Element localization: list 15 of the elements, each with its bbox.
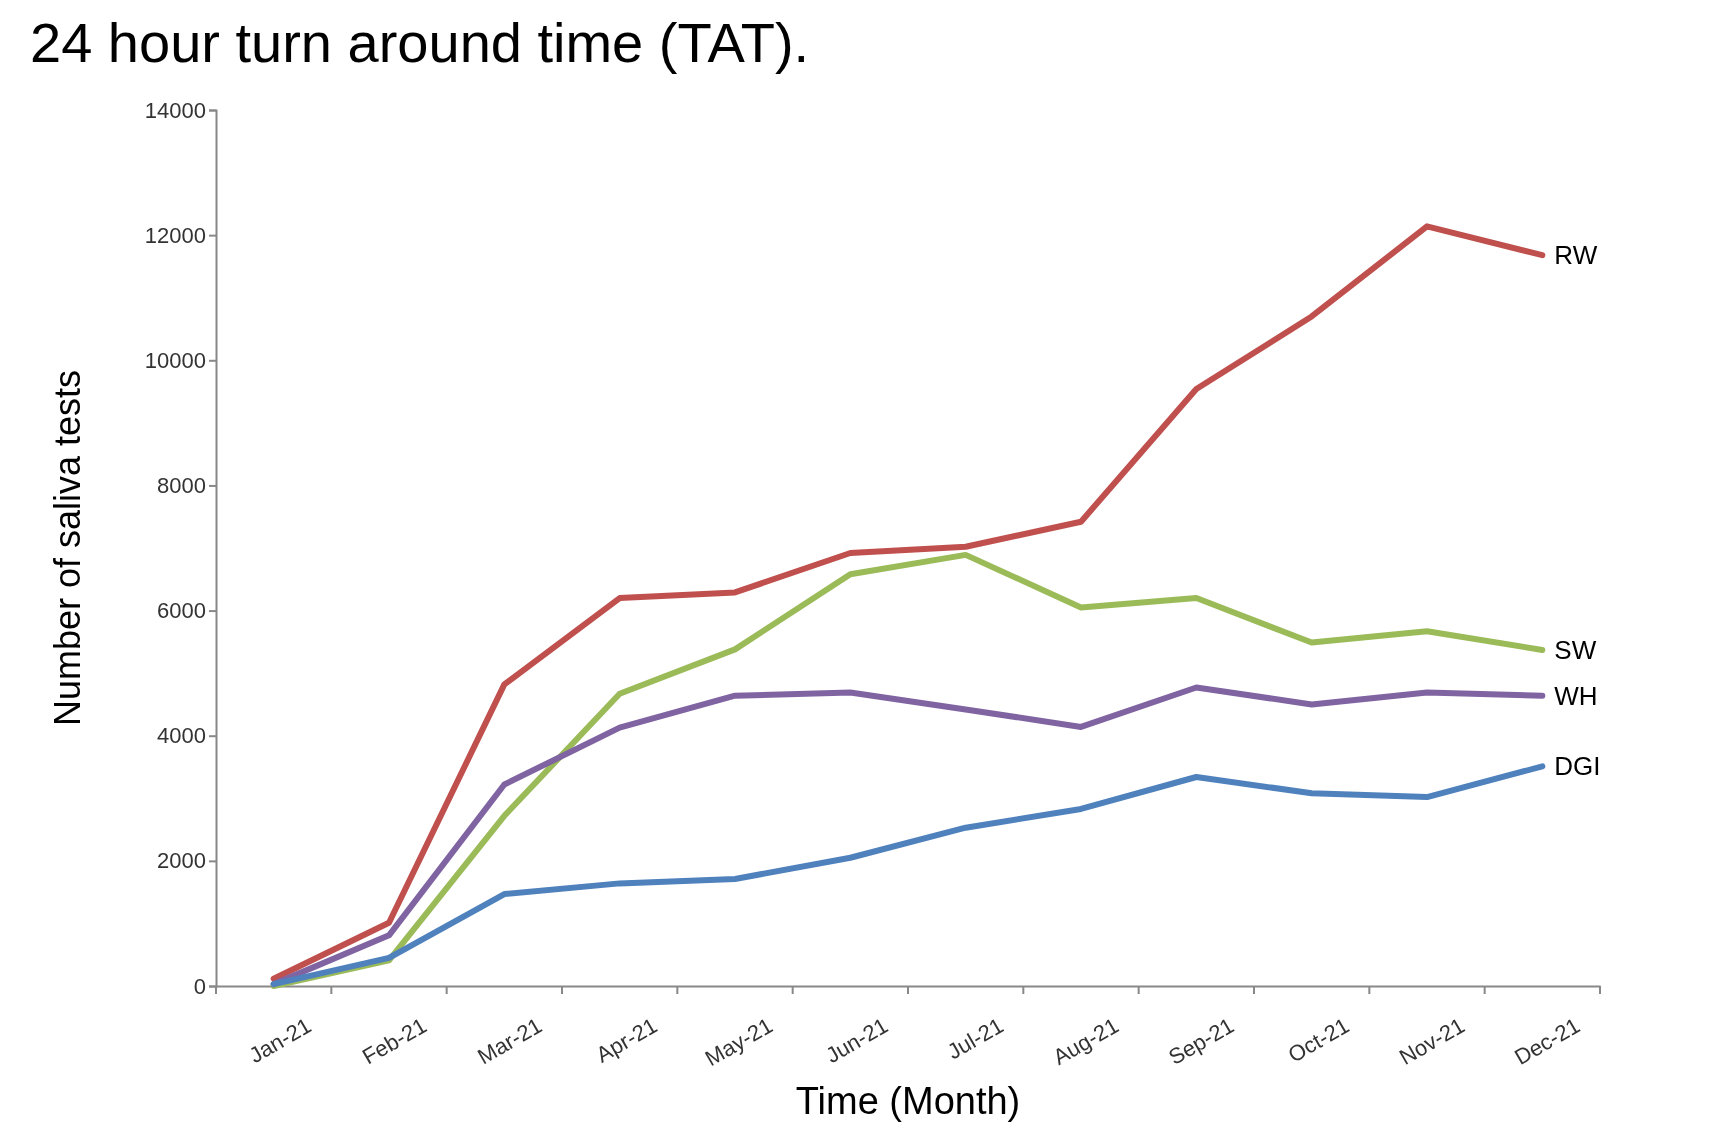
y-tick-label: 2000 <box>157 848 206 874</box>
y-tick-label: 12000 <box>144 222 206 248</box>
y-tick-label: 8000 <box>157 472 206 498</box>
x-axis-title: Time (Month) <box>795 1080 1021 1122</box>
y-tick-label: 14000 <box>144 97 206 123</box>
series-label: DGI <box>1554 751 1601 782</box>
y-tick-label: 10000 <box>144 347 206 373</box>
series-label: RW <box>1554 240 1598 271</box>
y-tick-label: 0 <box>193 973 206 999</box>
series-label: SW <box>1554 634 1597 665</box>
y-tick-label: 4000 <box>157 723 206 749</box>
y-tick-label: 6000 <box>157 598 206 624</box>
y-axis-title: Number of saliva tests <box>47 369 88 727</box>
series-label: WH <box>1554 680 1598 711</box>
chart-title: 24 hour turn around time (TAT). <box>30 11 810 74</box>
